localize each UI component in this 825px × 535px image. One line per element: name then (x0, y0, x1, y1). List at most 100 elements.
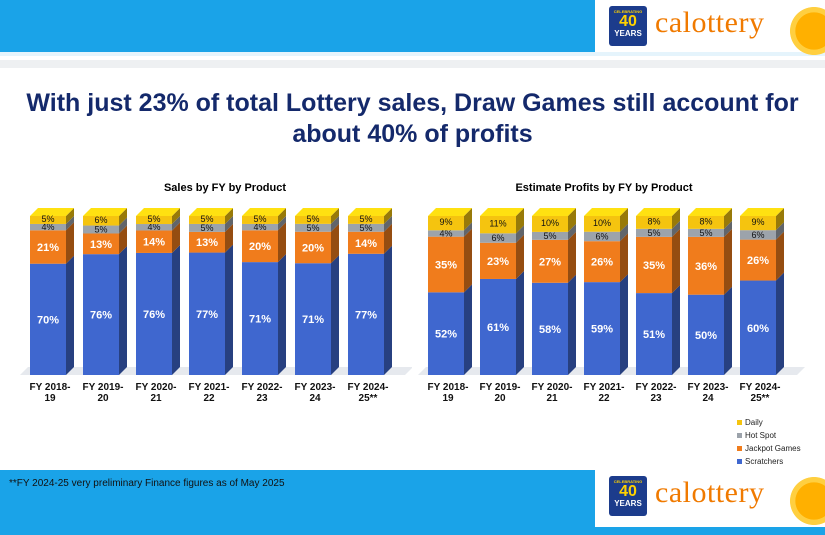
bar-side (172, 222, 180, 253)
bar-side (464, 284, 472, 375)
bar-segment (480, 233, 516, 243)
bar-side (172, 208, 180, 225)
bar-side (66, 215, 74, 231)
data-label: 5% (306, 223, 319, 233)
bar-segment (348, 223, 384, 232)
bar-segment (242, 223, 278, 231)
bar-segment (83, 254, 119, 375)
legend-item-jackpot: Jackpot Games (737, 442, 801, 455)
bar-side (66, 222, 74, 264)
data-label: 9% (439, 217, 452, 227)
sun-icon (785, 2, 825, 60)
data-label: 77% (355, 309, 377, 321)
bar-side (119, 217, 127, 234)
legend-item-daily: Daily (737, 416, 801, 429)
header-logo[interactable]: CELEBRATING 40 YEARS calottery (595, 0, 825, 60)
category-label: FY 2024-25** (348, 382, 389, 404)
data-label: 8% (699, 216, 712, 226)
bar-top (83, 208, 127, 216)
category-label: FY 2020-21 (532, 382, 573, 404)
data-label: 5% (94, 225, 107, 235)
bar-top (584, 208, 628, 216)
data-label: 10% (593, 218, 611, 228)
bar-segment (532, 231, 568, 240)
bar-segment (189, 252, 225, 375)
data-label: 51% (643, 329, 665, 341)
bar-segment (30, 263, 66, 375)
bar-segment (242, 230, 278, 263)
header-stripe (0, 52, 825, 56)
slide-title: With just 23% of total Lottery sales, Dr… (26, 89, 799, 148)
bar-side (776, 222, 784, 240)
bar-top (428, 208, 472, 216)
legend-item-scratchers: Scratchers (737, 455, 801, 468)
bar-side (278, 215, 286, 231)
bar-segment (584, 241, 620, 283)
bar-segment (584, 216, 620, 232)
category-label: FY 2020-21 (136, 382, 177, 404)
bar-segment (295, 223, 331, 232)
badge-number: 40 (619, 483, 637, 500)
bar-segment (136, 230, 172, 253)
bar-segment (740, 230, 776, 240)
bar-side (516, 225, 524, 243)
bar-side (278, 222, 286, 263)
data-label: 20% (302, 242, 324, 254)
bar-side (568, 223, 576, 240)
bar-segment (83, 233, 119, 255)
bar-segment (428, 216, 464, 231)
chart-title-profits: Estimate Profits by FY by Product (515, 182, 693, 194)
bar-segment (636, 228, 672, 237)
bar-side (724, 220, 732, 237)
sun-icon (785, 472, 825, 530)
bar-segment (295, 231, 331, 264)
bar-top (189, 208, 233, 216)
bar-segment (428, 230, 464, 237)
data-label: 5% (699, 228, 712, 238)
bar-top (688, 208, 732, 216)
bar-side (225, 208, 233, 224)
bar-segment (688, 228, 724, 237)
bar-top (348, 208, 392, 216)
data-label: 61% (487, 322, 509, 334)
data-label: 9% (751, 217, 764, 227)
data-label: 10% (541, 218, 559, 228)
bar-side (331, 215, 339, 232)
bar-side (516, 208, 524, 234)
divider (0, 60, 825, 68)
bar-segment (480, 278, 516, 375)
data-label: 5% (200, 223, 213, 233)
category-label: FY 2021-22 (584, 382, 625, 404)
footnote: **FY 2024-25 very preliminary Finance fi… (9, 478, 285, 489)
bar-side (672, 285, 680, 375)
bar-segment (295, 263, 331, 375)
data-label: 58% (539, 324, 561, 336)
bar-segment (30, 230, 66, 264)
bar-segment (688, 294, 724, 375)
data-label: 36% (695, 261, 717, 273)
data-label: 70% (37, 314, 59, 326)
category-label: FY 2019-20 (83, 382, 124, 404)
data-label: 26% (591, 257, 613, 269)
bar-side (66, 208, 74, 224)
bar-side (516, 234, 524, 279)
data-label: 26% (747, 255, 769, 267)
data-label: 4% (253, 222, 266, 232)
legend-swatch (737, 420, 742, 426)
bar-segment (584, 282, 620, 375)
bar-segment (740, 280, 776, 375)
bar-side (225, 223, 233, 253)
data-label: 6% (491, 233, 504, 243)
bar-side (568, 274, 576, 375)
bar-side (384, 215, 392, 232)
bar-side (724, 286, 732, 375)
data-label: 11% (489, 219, 506, 229)
bar-side (620, 274, 628, 375)
bar-segment (348, 231, 384, 254)
bar-segment (740, 216, 776, 231)
footer-logo[interactable]: CELEBRATING 40 YEARS calottery (595, 470, 825, 530)
data-label: 71% (249, 314, 271, 326)
bar-side (66, 255, 74, 375)
brand-logo-text: calottery (655, 476, 765, 509)
